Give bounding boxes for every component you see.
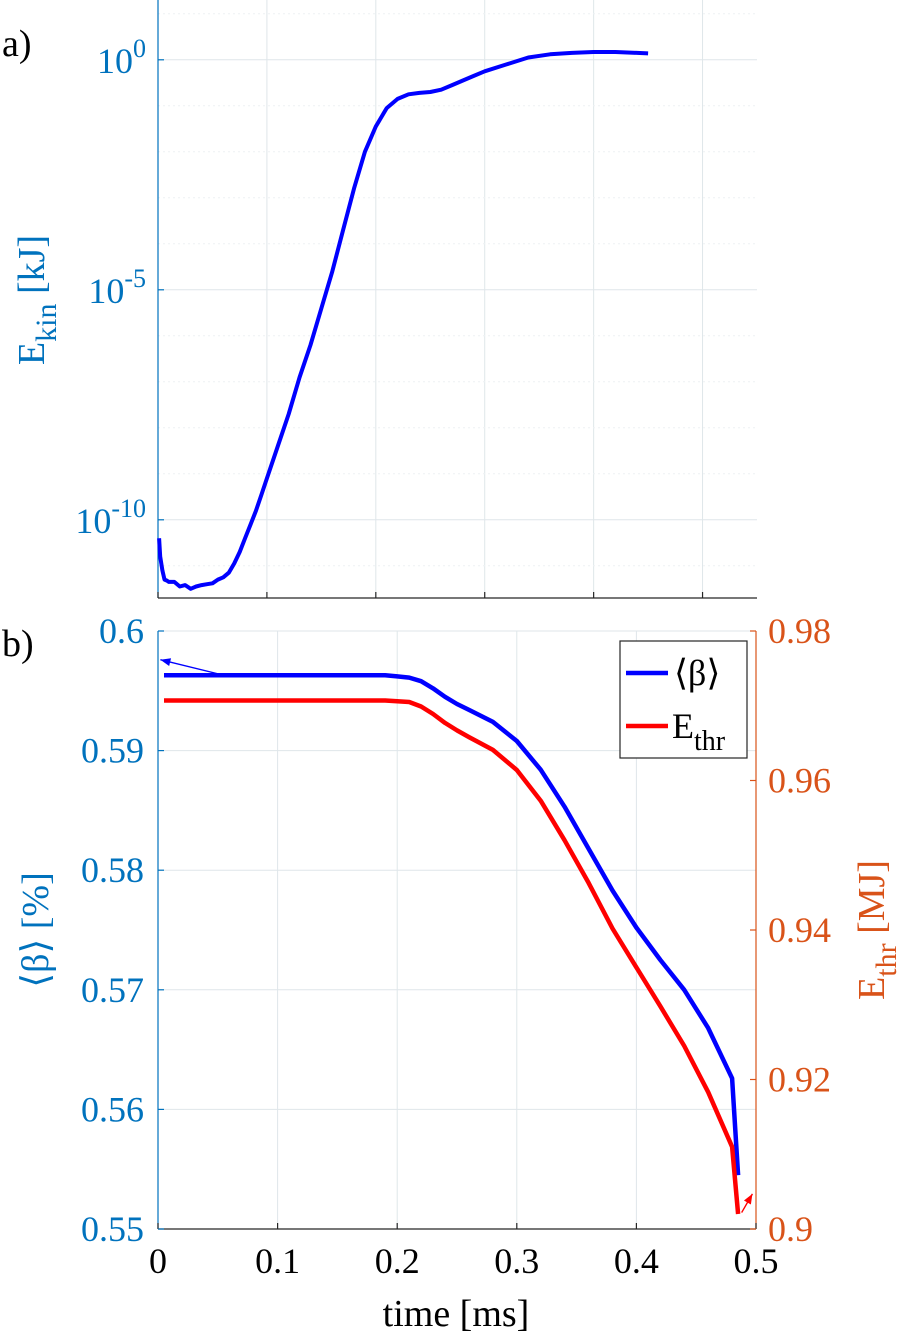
panel-b-x-tick-label: 0.3 bbox=[494, 1241, 539, 1281]
panel-b-left-y-tick-label: 0.6 bbox=[99, 611, 144, 651]
panel-b-left-y-tick-label: 0.57 bbox=[81, 970, 144, 1010]
panel-b-series bbox=[164, 673, 741, 1215]
panel-a-y-axis-label: Ekin [kJ] bbox=[11, 235, 63, 365]
panel-b-x-tick-label: 0.1 bbox=[255, 1241, 300, 1281]
panel-b-right-y-tick-label: 0.92 bbox=[768, 1060, 831, 1100]
panel-b-annotation-arrowhead bbox=[743, 1193, 753, 1205]
panel-b-right-y-tick-label: 0.9 bbox=[768, 1209, 813, 1249]
panel-a-y-tick-label: 10-10 bbox=[75, 494, 146, 541]
panel-b-left-y-tick-label: 0.56 bbox=[81, 1089, 144, 1129]
panel-b-x-tick-label: 0.4 bbox=[614, 1241, 659, 1281]
panel-b-left-y-tick-labels: 0.6 0.59 0.58 0.57 0.56 0.55 bbox=[81, 611, 144, 1249]
panel-a-label: a) bbox=[2, 23, 32, 65]
panel-b-right-y-tick-labels: 0.98 0.96 0.94 0.92 0.9 bbox=[768, 611, 831, 1249]
panel-b: b) 0.60.590.580.570.560.55 0.980.960.940… bbox=[2, 611, 903, 1335]
panel-a-series bbox=[157, 50, 649, 591]
legend-box bbox=[619, 640, 748, 759]
panel-b-annotation-arrowhead bbox=[160, 658, 172, 666]
panel-b-left-y-tick-label: 0.55 bbox=[81, 1209, 144, 1249]
panel-b-x-tick-labels: 0 0.1 0.2 0.3 0.4 0.5 bbox=[149, 1241, 779, 1281]
panel-b-beta-line bbox=[164, 673, 741, 1176]
panel-a-y-tick-labels: 100 10-5 10-10 bbox=[75, 34, 146, 541]
panel-b-right-y-axis-label: Ethr [MJ] bbox=[851, 860, 903, 1000]
panel-b-label: b) bbox=[2, 623, 34, 665]
panel-b-x-tick-label: 0.5 bbox=[734, 1241, 779, 1281]
panel-a-axes bbox=[157, 0, 757, 599]
panel-b-annotation-arrow bbox=[160, 659, 224, 676]
panel-b-annotations bbox=[160, 658, 754, 1213]
panel-b-right-y-tick-label: 0.98 bbox=[768, 611, 831, 651]
panel-a-y-tick-label: 10-5 bbox=[88, 264, 146, 311]
panel-b-left-y-axis-label: ⟨β⟩ [%] bbox=[15, 872, 57, 987]
panel-b-axes bbox=[157, 630, 757, 1230]
panel-a-grid bbox=[157, 0, 757, 598]
panel-b-left-y-tick-label: 0.59 bbox=[81, 731, 144, 771]
panel-b-right-y-tick-label: 0.94 bbox=[768, 910, 831, 950]
panel-b-right-y-tick-label: 0.96 bbox=[768, 761, 831, 801]
panel-a-y-tick-label: 100 bbox=[97, 34, 146, 81]
panel-a: a) 100 10-5 10-10 Ekin [kJ] bbox=[2, 0, 757, 599]
panel-b-ethr-line bbox=[164, 698, 741, 1215]
panel-a-series-line bbox=[157, 50, 649, 591]
panel-b-x-tick-label: 0.2 bbox=[375, 1241, 420, 1281]
panel-b-x-tick-label: 0 bbox=[149, 1241, 167, 1281]
panel-b-left-y-tick-label: 0.58 bbox=[81, 850, 144, 890]
legend-beta-label: ⟨β⟩ bbox=[674, 653, 720, 693]
legend-ethr-label: Ethr bbox=[672, 706, 726, 757]
legend: ⟨β⟩ Ethr bbox=[619, 640, 748, 759]
panel-b-x-axis-label: time [ms] bbox=[383, 1293, 530, 1335]
